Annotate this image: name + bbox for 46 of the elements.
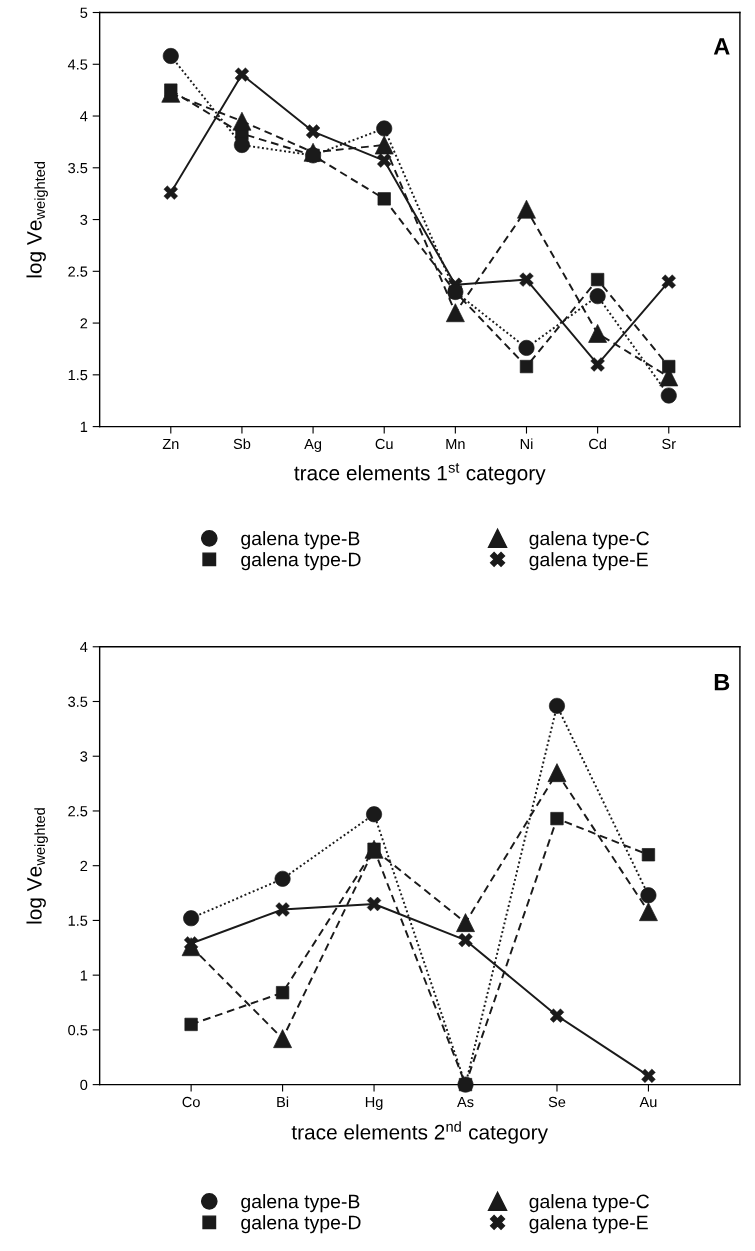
y-tick-label: 5 — [80, 7, 88, 18]
x-axis-title: trace elements 2$^{nd}$ category — [291, 1121, 548, 1144]
x-tick-label: Ag — [304, 438, 322, 452]
x-tick-label: Bi — [277, 1096, 289, 1107]
y-tick-label: 1.5 — [68, 915, 88, 926]
y-axis-title: log Ve$_{weighted}$ — [26, 808, 48, 924]
y-tick-label: 3 — [80, 751, 88, 762]
x-tick-label: Ni — [520, 438, 533, 449]
y-tick-label: 2 — [80, 318, 88, 329]
y-tick-label: 1.5 — [68, 370, 88, 381]
legend-label: galena type-B — [241, 1194, 360, 1213]
y-tick-label: 0.5 — [68, 1024, 88, 1036]
legend-label: galena type-C — [529, 1194, 649, 1213]
y-axis-title: log Ve$_{weighted}$ — [26, 162, 48, 278]
x-axis-title: trace elements 1$^{st}$ category — [294, 463, 546, 485]
annotation: B — [714, 673, 730, 691]
y-tick-label: 4 — [80, 642, 88, 653]
legend-label: galena type-D — [241, 552, 361, 571]
y-tick-label: 3.5 — [68, 162, 88, 174]
x-tick-label: Au — [639, 1096, 657, 1108]
y-tick-label: 4 — [80, 111, 88, 122]
x-tick-label: Se — [548, 1096, 566, 1108]
x-tick-label: As — [457, 1096, 474, 1108]
y-tick-label: 0 — [80, 1079, 88, 1091]
y-tick-label: 2 — [80, 860, 88, 871]
x-tick-label: Cu — [375, 438, 393, 450]
x-tick-label: Zn — [162, 438, 179, 449]
legend-label: galena type-E — [529, 552, 648, 571]
legend-label: galena type-E — [529, 1215, 648, 1234]
y-tick-label: 2.5 — [68, 806, 88, 817]
y-tick-label: 3.5 — [68, 696, 88, 707]
legend-label: galena type-C — [529, 531, 649, 550]
y-tick-label: 1 — [80, 421, 88, 432]
x-tick-label: Co — [182, 1096, 200, 1108]
x-tick-label: Sr — [662, 438, 676, 450]
y-tick-label: 2.5 — [68, 266, 88, 277]
x-tick-label: Sb — [233, 438, 251, 450]
legend-label: galena type-B — [241, 531, 360, 550]
y-tick-label: 1 — [80, 970, 88, 981]
x-tick-label: Hg — [365, 1096, 383, 1111]
annotation: A — [713, 38, 730, 55]
x-tick-label: Cd — [589, 438, 607, 450]
x-tick-label: Mn — [446, 438, 465, 449]
y-tick-label: 3 — [80, 214, 88, 225]
legend-label: galena type-D — [241, 1215, 361, 1234]
y-tick-label: 4.5 — [67, 59, 88, 70]
